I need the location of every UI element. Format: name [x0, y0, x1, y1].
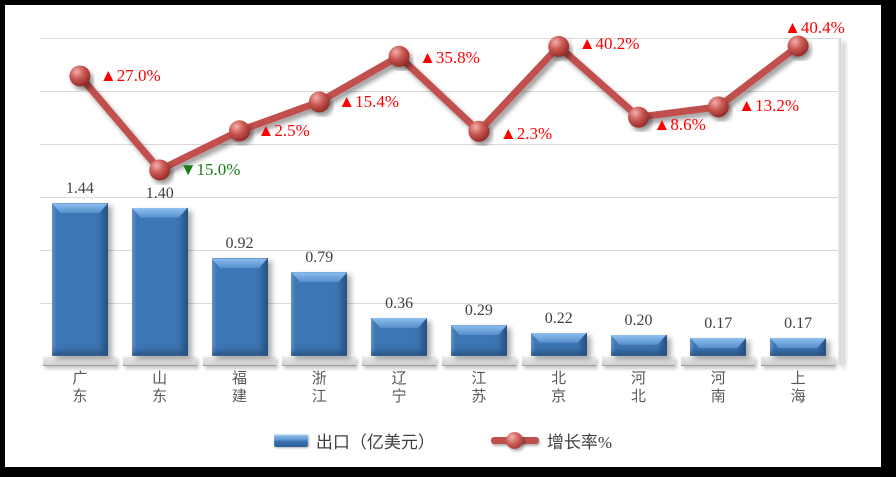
- growth-marker: [388, 45, 410, 67]
- floor-tile: [761, 356, 835, 366]
- floor-tile: [521, 356, 596, 366]
- growth-marker: [468, 120, 490, 142]
- growth-label-up: ▲2.3%: [499, 124, 553, 144]
- gridline: [40, 197, 841, 198]
- floor-tile: [122, 356, 197, 366]
- category-label: 辽宁: [391, 371, 407, 405]
- category-label: 上海: [790, 371, 806, 405]
- category-label: 河南: [710, 371, 726, 405]
- bar: [450, 325, 507, 356]
- category-label: 北京: [551, 371, 567, 405]
- legend-item-growth: 增长率%: [490, 428, 613, 453]
- line-marker-icon: [506, 432, 524, 449]
- gridline: [40, 303, 841, 304]
- growth-label-up: ▲2.5%: [257, 120, 310, 140]
- bar-value-label: 0.79: [305, 249, 334, 267]
- floor-tile: [43, 356, 117, 366]
- category-label: 广东: [72, 371, 88, 405]
- growth-marker: [548, 35, 570, 57]
- gridline: [40, 250, 841, 251]
- growth-label-up: ▲8.6%: [653, 115, 706, 135]
- bar: [530, 332, 587, 356]
- floor-tile: [282, 356, 357, 366]
- bar: [131, 207, 188, 356]
- legend: 出口（亿美元） 增长率%: [5, 428, 881, 453]
- bar-value-label: 0.92: [225, 235, 254, 253]
- bar-value-label: 0.36: [385, 294, 414, 312]
- bar-series-swatch-icon: [273, 434, 308, 447]
- bar: [51, 203, 108, 356]
- bar: [610, 334, 667, 356]
- category-label: 河北: [630, 371, 646, 405]
- floor-tile: [362, 356, 436, 366]
- bar: [291, 272, 348, 356]
- plot-side-wall: [838, 38, 841, 365]
- legend-label-export: 出口（亿美元）: [315, 433, 435, 452]
- bar-value-label: 0.29: [464, 302, 493, 320]
- category-label: 江苏: [471, 371, 487, 405]
- growth-marker: [707, 96, 729, 118]
- bar: [770, 337, 827, 356]
- category-label: 浙江: [311, 371, 327, 405]
- line-series-swatch-icon: [490, 432, 539, 449]
- bar: [371, 317, 428, 356]
- legend-item-export: 出口（亿美元）: [273, 428, 435, 453]
- growth-label-up: ▲35.8%: [419, 48, 480, 68]
- gridline: [40, 144, 841, 145]
- growth-label-down: ▼15.0%: [179, 159, 241, 179]
- bar-value-label: 0.20: [624, 311, 653, 329]
- legend-label-growth: 增长率%: [546, 433, 613, 452]
- floor-tile: [442, 356, 516, 366]
- category-label: 山东: [152, 371, 168, 405]
- floor-tile: [681, 356, 756, 366]
- bar-value-label: 1.40: [145, 184, 174, 202]
- growth-marker: [69, 65, 91, 87]
- growth-marker: [149, 159, 171, 181]
- bar: [211, 258, 268, 356]
- growth-label-up: ▲13.2%: [738, 95, 800, 115]
- bar-value-label: 0.22: [544, 309, 573, 327]
- floor-tile: [202, 356, 277, 366]
- growth-marker: [628, 106, 649, 128]
- growth-label-up: ▲40.4%: [784, 17, 845, 37]
- bar-value-label: 1.44: [65, 180, 94, 198]
- growth-marker: [308, 91, 330, 113]
- floor-tile: [601, 356, 676, 366]
- bar: [690, 337, 747, 356]
- growth-label-up: ▲40.2%: [578, 34, 640, 54]
- growth-marker: [229, 120, 250, 142]
- gridline: [40, 38, 841, 39]
- growth-label-up: ▲15.4%: [338, 91, 400, 111]
- gridline: [40, 91, 841, 92]
- growth-label-up: ▲27.0%: [99, 65, 161, 85]
- chart-canvas: 1.44 广东 1.40 山东 0.92 福建 0.79 浙江 0.36 辽宁 0.29 江苏 0.22…: [5, 5, 881, 467]
- bar-value-label: 0.17: [704, 314, 733, 332]
- bar-value-label: 0.17: [784, 314, 813, 332]
- category-label: 福建: [231, 371, 247, 405]
